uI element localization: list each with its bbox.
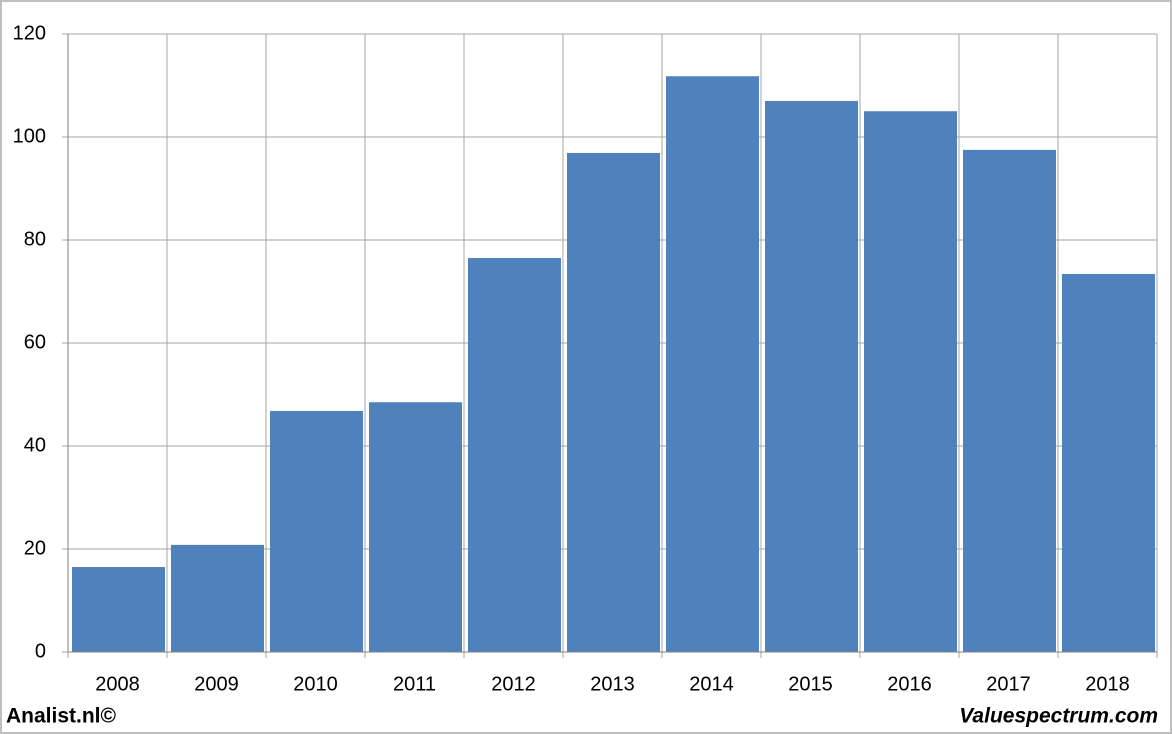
y-tick-label: 120 [13,22,46,44]
x-tick-label: 2017 [986,673,1031,695]
bar [1062,273,1155,652]
bar [270,410,363,652]
x-tick-label: 2008 [95,673,140,695]
bar [666,76,759,653]
x-tick-label: 2014 [689,673,734,695]
y-tick-label: 40 [24,434,46,456]
x-tick-label: 2009 [194,673,239,695]
bar [864,111,957,652]
bar [468,258,561,652]
y-tick-label: 80 [24,228,46,250]
y-tick-label: 100 [13,125,46,147]
bar [963,149,1056,652]
y-tick-label: 0 [35,640,46,662]
bar [72,567,165,652]
x-tick-label: 2016 [887,673,932,695]
x-tick-label: 2011 [393,673,436,695]
x-tick-label: 2015 [788,673,833,695]
y-tick-label: 60 [24,331,46,353]
bar [369,402,462,652]
x-tick-label: 2010 [293,673,338,695]
x-tick-label: 2018 [1085,673,1130,695]
y-tick-label: 20 [24,537,46,559]
bar [171,544,264,652]
x-tick-label: 2013 [590,673,635,695]
source-label: Analist.nl© [6,705,117,728]
x-tick-label: 2012 [491,673,536,695]
credit-label: Valuespectrum.com [959,705,1158,728]
bar [567,152,660,652]
bar [765,100,858,652]
